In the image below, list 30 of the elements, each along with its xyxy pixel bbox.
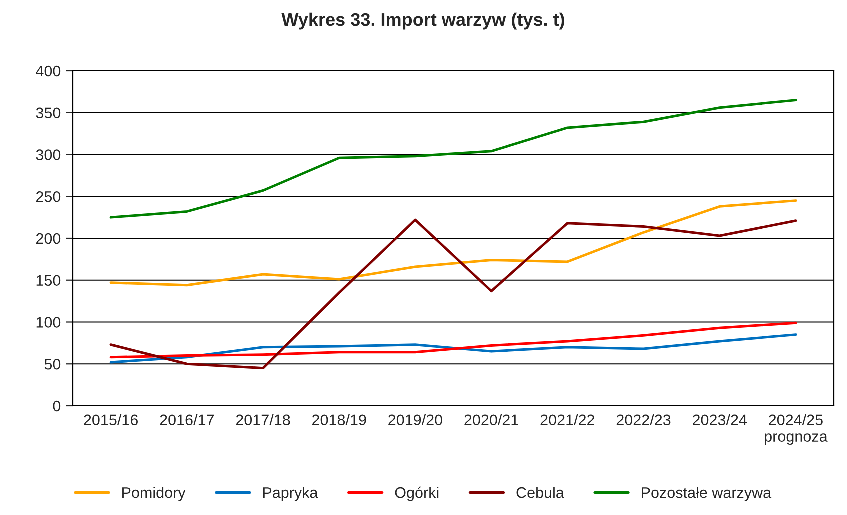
legend-label: Pomidory — [122, 487, 186, 502]
x-tick-label: 2022/23 — [616, 414, 671, 426]
x-tick-label: 2019/20 — [388, 414, 442, 426]
line-series — [110, 99, 798, 219]
y-tick-label: 400 — [36, 66, 61, 77]
legend-label: Cebula — [516, 487, 564, 498]
x-tick-label: 2017/18 — [236, 414, 290, 426]
line-series — [110, 200, 798, 287]
x-tick-label: 2020/21 — [464, 414, 518, 426]
y-tick-label: 250 — [36, 191, 61, 202]
y-tick-label: 100 — [36, 317, 61, 328]
legend-label: Pozostałe warzywa — [642, 487, 772, 502]
line-series — [110, 218, 798, 370]
x-tick-label: 2016/17 — [160, 414, 214, 426]
x-tick-label: 2021/22 — [540, 414, 594, 426]
y-tick-label: 150 — [36, 275, 61, 286]
x-tick-label: 2023/24 — [693, 414, 748, 426]
y-tick-label: 0 — [53, 400, 61, 412]
y-tick-label: 200 — [36, 233, 61, 244]
line-series — [110, 334, 798, 364]
legend-label: Ogórki — [395, 486, 439, 502]
x-tick-label: 2024/25 prognoza — [765, 414, 828, 446]
x-tick-label: 2018/19 — [312, 414, 366, 426]
y-tick-label: 50 — [44, 358, 61, 370]
y-tick-label: 350 — [36, 108, 61, 119]
line-series — [110, 322, 798, 359]
x-tick-label: 2015/16 — [84, 414, 138, 426]
legend-label: Papryka — [263, 487, 318, 502]
y-tick-label: 300 — [36, 150, 61, 160]
chart-title: Wykres 33. Import warzyw (tys. t) — [282, 12, 564, 30]
